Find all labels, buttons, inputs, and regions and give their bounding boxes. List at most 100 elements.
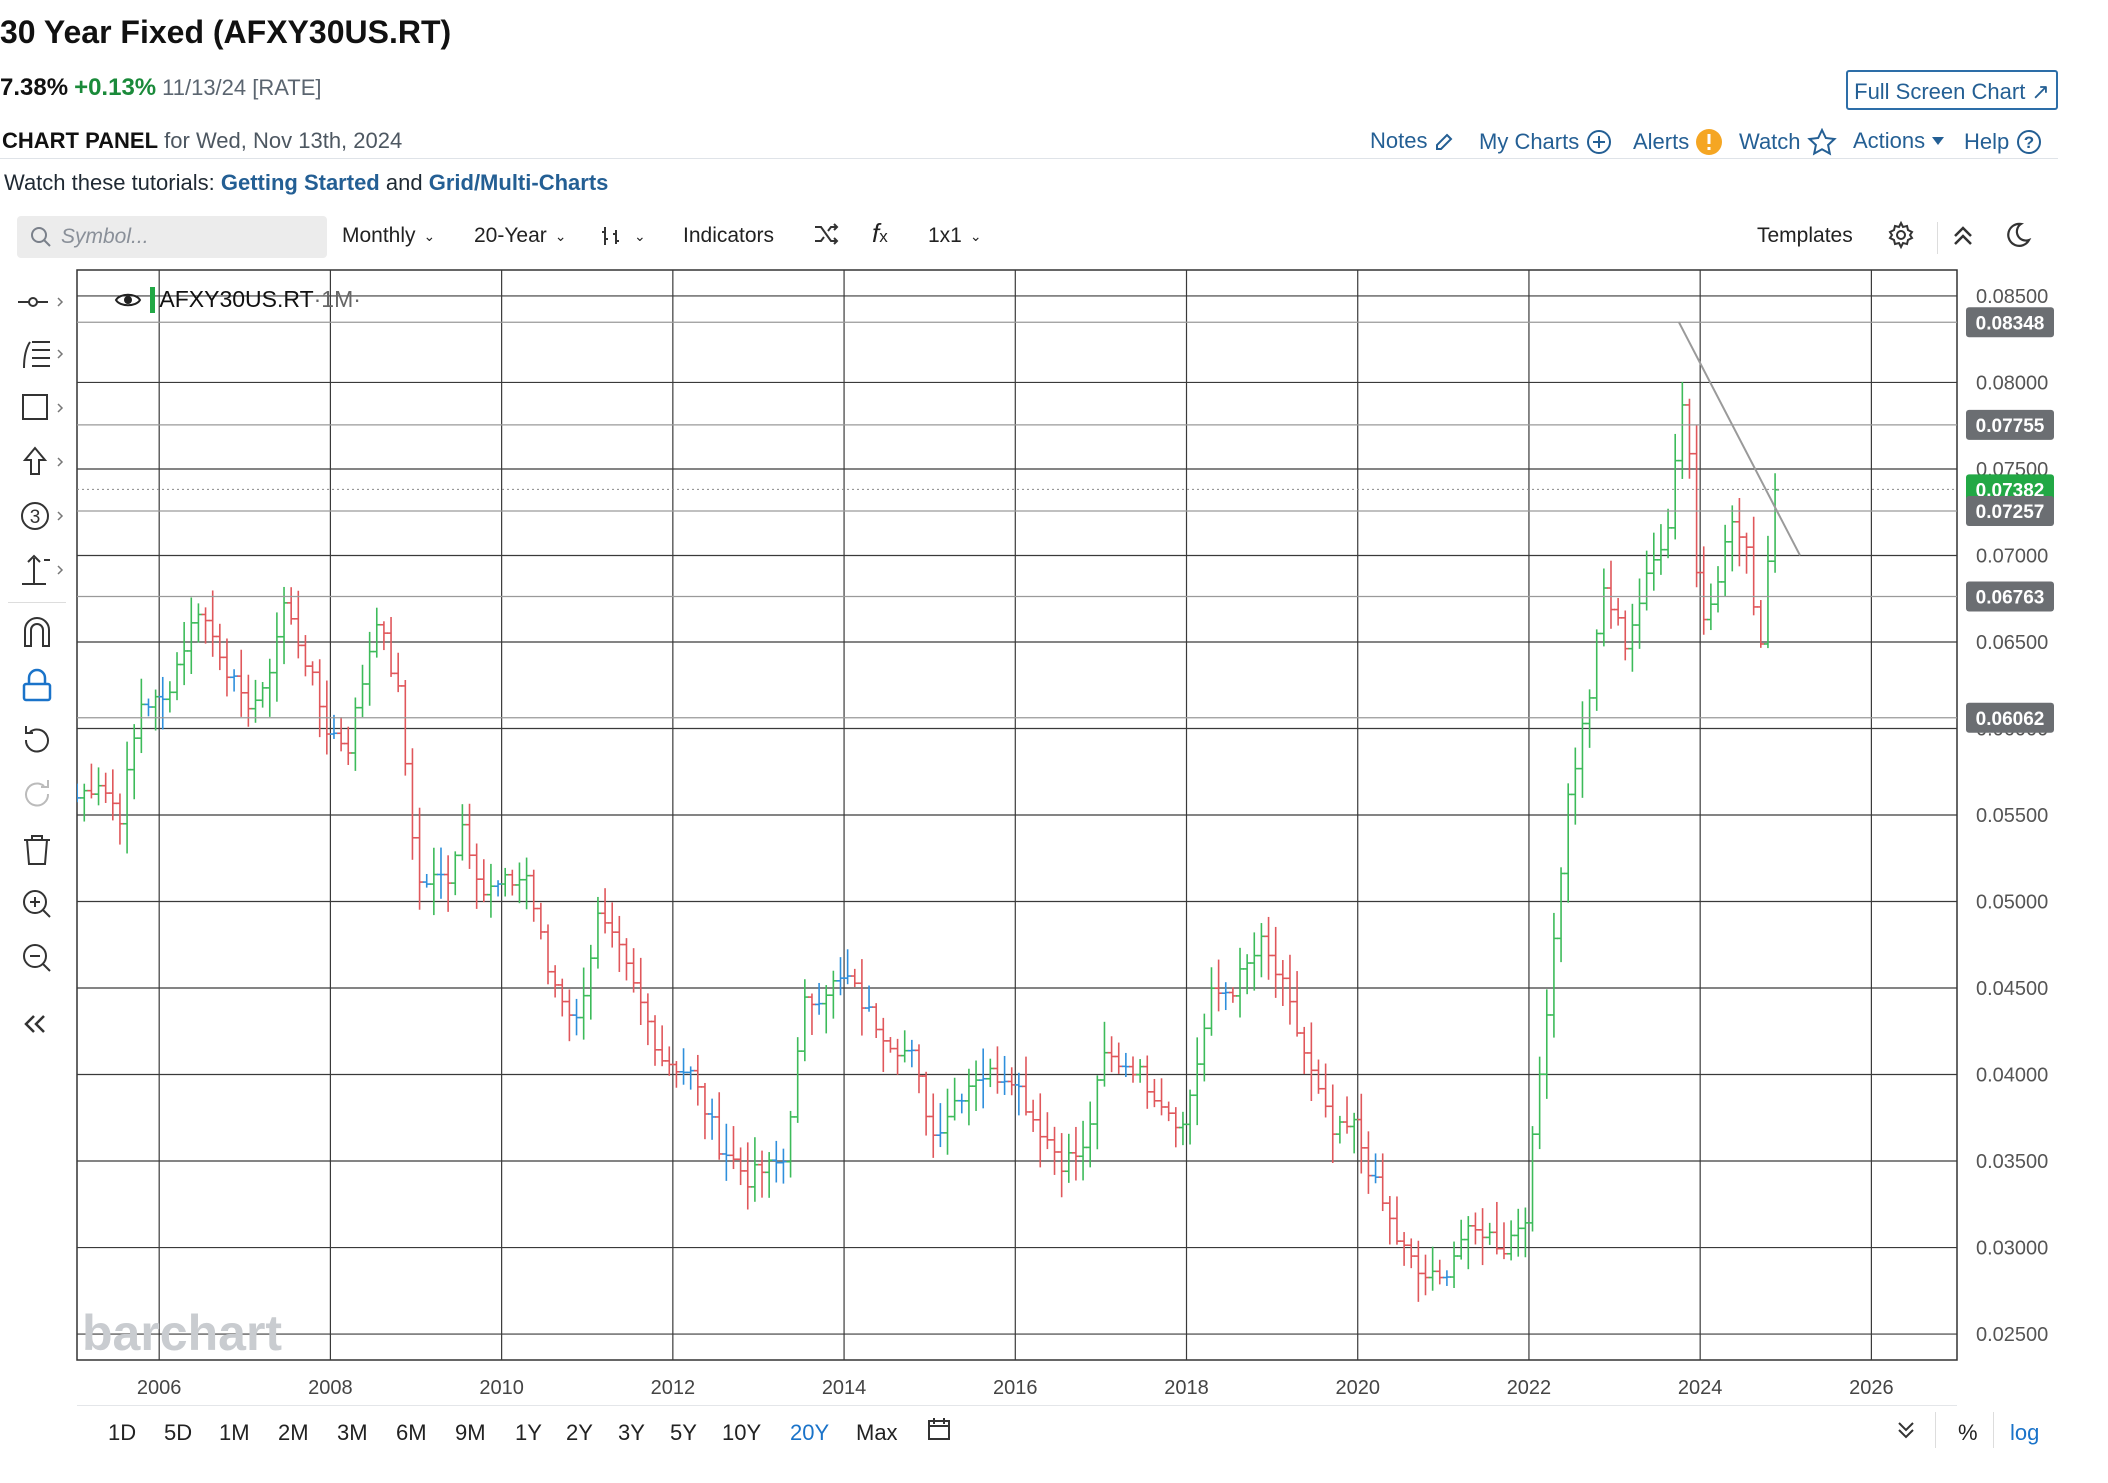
ohlc-bar xyxy=(1742,532,1751,574)
ohlc-bar xyxy=(372,607,381,658)
range-2m-button[interactable]: 2M xyxy=(278,1420,309,1445)
arrow-tool-button[interactable] xyxy=(14,442,64,482)
undo-button[interactable] xyxy=(14,720,64,760)
help-link[interactable]: Help ? xyxy=(1964,128,2043,156)
watch-link[interactable]: Watch xyxy=(1739,128,1837,156)
ohlc-bar xyxy=(401,680,410,776)
ohlc-bar xyxy=(1714,566,1723,613)
ohlc-bar xyxy=(1178,1111,1187,1146)
plus-circle-icon xyxy=(1587,130,1612,154)
marker-tool-button[interactable]: 3 xyxy=(14,496,64,536)
zoom-out-button[interactable] xyxy=(14,938,64,978)
range-3y-button[interactable]: 3Y xyxy=(618,1420,645,1445)
magnet-button[interactable] xyxy=(14,612,64,652)
collapse-header-button[interactable] xyxy=(1950,222,1976,256)
zoom-in-button[interactable] xyxy=(14,884,64,924)
delete-button[interactable] xyxy=(14,830,64,870)
compare-button[interactable] xyxy=(812,220,840,254)
expand-bottom-button[interactable] xyxy=(1895,1418,1917,1448)
range-1y-button[interactable]: 1Y xyxy=(515,1420,542,1445)
ohlc-bar xyxy=(772,1140,781,1183)
range-3m-button[interactable]: 3M xyxy=(337,1420,368,1445)
range-2y-button[interactable]: 2Y xyxy=(566,1420,593,1445)
ohlc-bar xyxy=(651,1015,660,1066)
x-tick-label: 2024 xyxy=(1678,1377,1723,1399)
notes-link[interactable]: Notes xyxy=(1370,128,1457,154)
eye-icon[interactable] xyxy=(114,290,142,310)
ohlc-bar xyxy=(337,717,346,752)
grid-multi-charts-link[interactable]: Grid/Multi-Charts xyxy=(428,170,609,195)
edit-icon xyxy=(1436,133,1453,150)
range-5d-button[interactable]: 5D xyxy=(164,1420,193,1445)
range-1m-button[interactable]: 1M xyxy=(219,1420,250,1445)
ohlc-bar xyxy=(465,803,474,869)
ohlc-bar xyxy=(123,741,132,854)
ohlc-bar xyxy=(943,1088,952,1155)
actions-menu[interactable]: Actions xyxy=(1853,128,1945,154)
trendline-segment[interactable] xyxy=(1677,321,1801,556)
x-tick-label: 2026 xyxy=(1849,1377,1894,1399)
ohlc-bar xyxy=(1428,1246,1437,1291)
indicators-button[interactable]: Indicators xyxy=(683,224,775,247)
trendline[interactable] xyxy=(1677,321,1801,556)
ohlc-bar xyxy=(422,873,431,888)
symbol-search[interactable]: Symbol... xyxy=(17,216,327,258)
range-dropdown[interactable]: 20-Year ⌄ xyxy=(474,224,567,248)
ohlc-bar xyxy=(1107,1036,1116,1073)
getting-started-link[interactable]: Getting Started xyxy=(220,170,380,195)
ohlc-bar xyxy=(1114,1042,1123,1074)
lock-button[interactable] xyxy=(14,666,64,706)
line-tool-button[interactable] xyxy=(14,282,64,322)
ohlc-bar xyxy=(1756,600,1765,648)
ohlc-bar xyxy=(158,676,167,730)
period-dropdown[interactable]: Monthly ⌄ xyxy=(342,224,435,248)
price-label-text: 0.08348 xyxy=(1976,313,2045,334)
alerts-link[interactable]: Alerts xyxy=(1633,128,1723,156)
range-20y-button[interactable]: 20Y xyxy=(790,1420,830,1445)
range-10y-button[interactable]: 10Y xyxy=(722,1420,762,1445)
chevron-down-icon: ⌄ xyxy=(423,228,436,244)
my-charts-link[interactable]: My Charts xyxy=(1479,128,1613,156)
theme-toggle[interactable] xyxy=(2002,220,2032,256)
ohlc-bar xyxy=(1050,1126,1059,1175)
y-tick-label: 0.07000 xyxy=(1976,545,2048,567)
redo-button[interactable] xyxy=(14,774,64,814)
ohlc-bar xyxy=(1143,1055,1152,1109)
bar-type-icon xyxy=(602,227,619,246)
ohlc-bar xyxy=(1071,1126,1080,1181)
collapse-sidebar-button[interactable] xyxy=(14,1004,64,1044)
range-9m-button[interactable]: 9M xyxy=(455,1420,486,1445)
fib-tool-button[interactable] xyxy=(14,334,64,374)
ohlc-bar xyxy=(758,1150,767,1198)
shape-tool-button[interactable] xyxy=(14,388,64,428)
ohlc-bar xyxy=(451,851,460,896)
ohlc-bar xyxy=(1585,689,1594,748)
settings-button[interactable] xyxy=(1886,220,1916,256)
price-label-box xyxy=(1966,581,2054,612)
x-tick-label: 2006 xyxy=(137,1377,182,1399)
function-icon[interactable]: fx xyxy=(872,218,888,248)
full-screen-chart-button[interactable]: Full Screen Chart ↗ xyxy=(1846,70,2058,110)
ohlc-bar xyxy=(1029,1099,1038,1132)
percent-toggle[interactable]: % xyxy=(1958,1420,1978,1445)
log-toggle[interactable]: log xyxy=(2010,1420,2040,1445)
price-label-box xyxy=(1966,496,2054,527)
ohlc-bar xyxy=(1421,1254,1430,1296)
templates-button[interactable]: Templates xyxy=(1757,224,1853,247)
ohlc-bar xyxy=(1079,1120,1088,1181)
range-1d-button[interactable]: 1D xyxy=(108,1420,137,1445)
chevron-down-icon: ⌄ xyxy=(634,228,646,244)
range-5y-button[interactable]: 5Y xyxy=(670,1420,697,1445)
calendar-button[interactable] xyxy=(926,1416,952,1448)
watch-label: Watch xyxy=(1739,129,1801,154)
ohlc-bar xyxy=(486,863,495,918)
ohlc-bar xyxy=(829,970,838,1019)
chart-type-dropdown[interactable]: ⌄ xyxy=(600,224,646,248)
x-axis: 2006 2008 2010 2012 2014 2016 2018 2020 2022 2024… xyxy=(137,1377,1894,1399)
measure-tool-button[interactable] xyxy=(14,550,64,590)
range-max-button[interactable]: Max xyxy=(856,1420,898,1445)
layout-dropdown[interactable]: 1x1 ⌄ xyxy=(928,224,982,248)
gear-icon xyxy=(1888,220,1914,250)
range-6m-button[interactable]: 6M xyxy=(396,1420,427,1445)
